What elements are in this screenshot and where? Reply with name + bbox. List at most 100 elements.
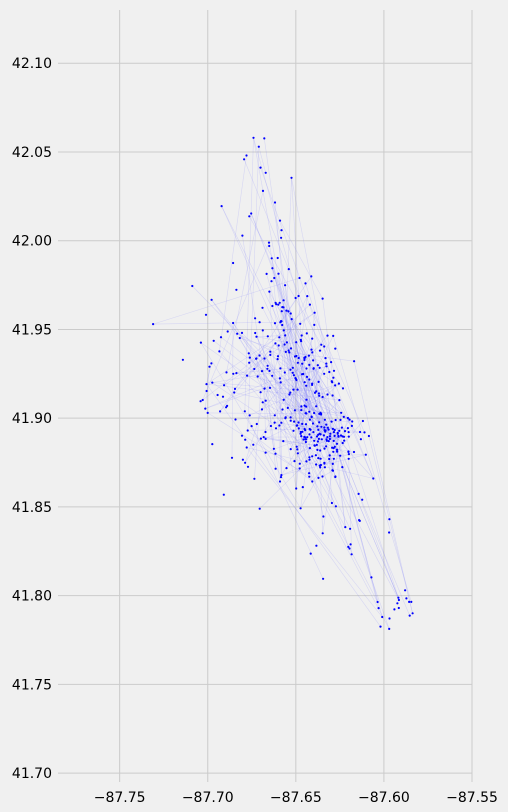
data-point xyxy=(235,372,238,375)
data-point xyxy=(347,453,350,456)
data-point xyxy=(280,421,283,424)
data-point xyxy=(363,431,366,434)
data-point xyxy=(358,430,362,434)
data-point xyxy=(246,465,250,468)
data-point xyxy=(267,241,271,244)
data-point xyxy=(319,457,322,460)
data-point xyxy=(268,369,271,372)
edge-line xyxy=(282,307,325,428)
data-point xyxy=(244,461,247,464)
data-point xyxy=(298,276,301,280)
data-point xyxy=(408,600,411,604)
edge-line xyxy=(269,291,324,517)
edge-line xyxy=(300,412,315,509)
edge-line xyxy=(253,137,361,521)
data-point xyxy=(274,452,277,455)
data-point xyxy=(310,348,313,351)
data-point xyxy=(388,617,391,620)
data-point xyxy=(289,419,292,422)
data-point xyxy=(308,472,311,475)
data-point xyxy=(337,382,340,385)
data-point xyxy=(266,364,269,367)
data-point xyxy=(279,381,282,384)
data-point xyxy=(283,343,286,346)
data-point xyxy=(284,334,287,337)
data-point xyxy=(331,469,334,472)
data-point xyxy=(303,357,306,360)
edge-line xyxy=(305,436,343,443)
data-point xyxy=(328,457,331,461)
edge-line xyxy=(287,407,310,412)
edge-line xyxy=(212,382,317,392)
data-point xyxy=(348,418,351,421)
data-point xyxy=(347,431,350,434)
edge-line xyxy=(277,295,308,357)
edge-line xyxy=(239,337,378,603)
edge-line xyxy=(247,146,260,431)
data-point xyxy=(323,345,326,348)
x-tick-label: −87.70 xyxy=(182,790,234,806)
edge-line xyxy=(264,358,276,469)
edge-line xyxy=(244,411,324,579)
data-point xyxy=(411,612,414,615)
data-point xyxy=(296,424,299,427)
data-point xyxy=(303,404,306,407)
edge-layer xyxy=(153,137,413,630)
data-point xyxy=(318,464,321,467)
data-point xyxy=(332,376,335,379)
data-point xyxy=(211,381,214,384)
data-point xyxy=(321,532,324,535)
data-point xyxy=(328,370,331,374)
data-point xyxy=(279,476,283,479)
edge-line xyxy=(291,177,342,436)
data-point xyxy=(405,597,408,600)
data-point xyxy=(324,357,327,360)
data-point xyxy=(243,410,246,413)
edge-line xyxy=(294,356,306,414)
data-point xyxy=(285,341,288,344)
data-point xyxy=(309,552,312,555)
data-point xyxy=(248,414,251,417)
data-point xyxy=(266,335,269,338)
data-point xyxy=(308,410,311,413)
edge-line xyxy=(271,258,276,303)
data-point xyxy=(367,434,370,438)
data-point xyxy=(289,448,292,451)
data-point xyxy=(247,352,250,355)
edge-line xyxy=(329,436,349,440)
data-point xyxy=(341,466,344,469)
data-point xyxy=(269,350,272,353)
data-point xyxy=(376,600,379,604)
data-point xyxy=(296,361,299,364)
data-point xyxy=(326,393,329,396)
edge-line xyxy=(249,384,313,416)
data-point xyxy=(317,437,320,440)
edge-line xyxy=(261,335,328,410)
data-point xyxy=(346,427,349,430)
edge-line xyxy=(329,454,366,456)
edge-line xyxy=(206,383,381,627)
edge-line xyxy=(256,358,275,449)
data-point xyxy=(201,398,204,402)
data-point xyxy=(322,515,325,518)
data-point xyxy=(319,411,322,414)
data-point xyxy=(205,383,208,386)
data-point xyxy=(325,445,328,448)
data-point xyxy=(379,625,382,628)
edge-line xyxy=(288,311,336,477)
data-point xyxy=(278,377,281,380)
data-point xyxy=(305,405,308,408)
data-point xyxy=(300,334,303,337)
data-point xyxy=(271,374,274,377)
data-point xyxy=(312,359,315,362)
edge-line xyxy=(265,422,299,440)
data-point xyxy=(265,272,268,275)
data-point xyxy=(252,136,255,139)
edge-line xyxy=(247,427,348,431)
data-point xyxy=(216,393,219,397)
data-point xyxy=(205,389,208,393)
data-point xyxy=(285,467,288,470)
data-point xyxy=(308,303,311,306)
data-point xyxy=(297,421,300,424)
